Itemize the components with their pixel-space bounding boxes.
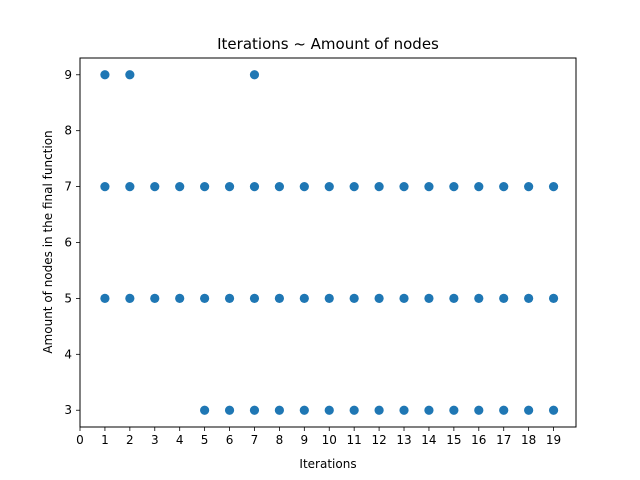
data-points — [100, 70, 559, 415]
data-point — [100, 181, 110, 192]
x-tick-label: 4 — [176, 433, 184, 447]
data-point — [200, 181, 210, 192]
y-tick-label: 8 — [64, 124, 72, 138]
x-tick-label: 14 — [421, 433, 436, 447]
data-point — [399, 181, 409, 192]
data-point — [424, 405, 434, 415]
x-tick-label: 16 — [471, 433, 486, 447]
data-point — [249, 293, 260, 304]
data-point — [299, 293, 309, 304]
data-point — [175, 293, 185, 304]
plot-frame — [79, 57, 577, 428]
data-point — [449, 181, 459, 192]
y-tick-label: 5 — [64, 291, 72, 305]
data-point — [299, 405, 309, 415]
x-tick-label: 18 — [521, 433, 536, 447]
data-point — [399, 405, 409, 415]
y-tick-label: 6 — [64, 236, 72, 250]
data-point — [548, 181, 559, 192]
data-point — [125, 70, 135, 80]
data-point — [374, 293, 384, 304]
data-point — [150, 181, 160, 192]
data-point — [474, 405, 484, 415]
y-axis-ticks: 3 4 5 6 7 8 9 — [64, 68, 80, 417]
data-point — [474, 181, 484, 192]
data-point — [524, 293, 534, 304]
x-tick-label: 11 — [347, 433, 362, 447]
data-point — [399, 293, 409, 304]
data-point — [499, 181, 509, 192]
data-point — [249, 181, 260, 192]
chart-title: Iterations ~ Amount of nodes — [217, 35, 439, 53]
data-point — [324, 181, 334, 192]
data-point — [449, 293, 459, 304]
y-tick-label: 4 — [64, 347, 72, 361]
data-point — [548, 405, 559, 415]
data-point — [200, 405, 210, 415]
x-tick-label: 0 — [76, 433, 84, 447]
data-point — [374, 405, 384, 415]
x-axis-label: Iterations — [299, 457, 356, 471]
data-point — [324, 405, 334, 415]
y-tick-label: 3 — [64, 403, 72, 417]
data-point — [449, 405, 459, 415]
data-point — [524, 405, 534, 415]
x-tick-label: 8 — [276, 433, 284, 447]
data-point — [200, 293, 210, 304]
x-tick-label: 5 — [201, 433, 209, 447]
data-point — [499, 293, 509, 304]
y-axis-label: Amount of nodes in the final function — [41, 130, 55, 353]
x-tick-label: 17 — [496, 433, 511, 447]
data-point — [274, 181, 284, 192]
x-tick-label: 9 — [301, 433, 309, 447]
data-point — [100, 70, 110, 80]
x-tick-label: 12 — [371, 433, 386, 447]
x-tick-label: 13 — [396, 433, 411, 447]
x-tick-label: 2 — [126, 433, 134, 447]
data-point — [249, 405, 260, 415]
data-point — [474, 293, 484, 304]
data-point — [249, 70, 260, 80]
x-tick-label: 10 — [322, 433, 337, 447]
data-point — [299, 181, 309, 192]
x-tick-label: 1 — [101, 433, 109, 447]
data-point — [349, 181, 359, 192]
y-tick-label: 7 — [64, 180, 72, 194]
data-point — [100, 293, 110, 304]
data-point — [548, 293, 559, 304]
data-point — [424, 181, 434, 192]
data-point — [349, 293, 359, 304]
x-axis-ticks: 0 1 2 3 4 5 6 7 8 9 10 11 12 13 14 15 16 17 18 19 — [76, 427, 561, 447]
data-point — [274, 405, 284, 415]
data-point — [224, 181, 235, 192]
x-tick-label: 15 — [446, 433, 461, 447]
x-tick-label: 19 — [546, 433, 561, 447]
data-point — [524, 181, 534, 192]
data-point — [274, 293, 284, 304]
y-tick-label: 9 — [64, 68, 72, 82]
data-point — [224, 405, 235, 415]
data-point — [150, 293, 160, 304]
x-tick-label: 6 — [226, 433, 234, 447]
data-point — [324, 293, 334, 304]
data-point — [349, 405, 359, 415]
data-point — [175, 181, 185, 192]
x-tick-label: 3 — [151, 433, 159, 447]
data-point — [374, 181, 384, 192]
data-point — [224, 293, 235, 304]
data-point — [499, 405, 509, 415]
data-point — [424, 293, 434, 304]
data-point — [125, 181, 135, 192]
data-point — [125, 293, 135, 304]
x-tick-label: 7 — [251, 433, 259, 447]
